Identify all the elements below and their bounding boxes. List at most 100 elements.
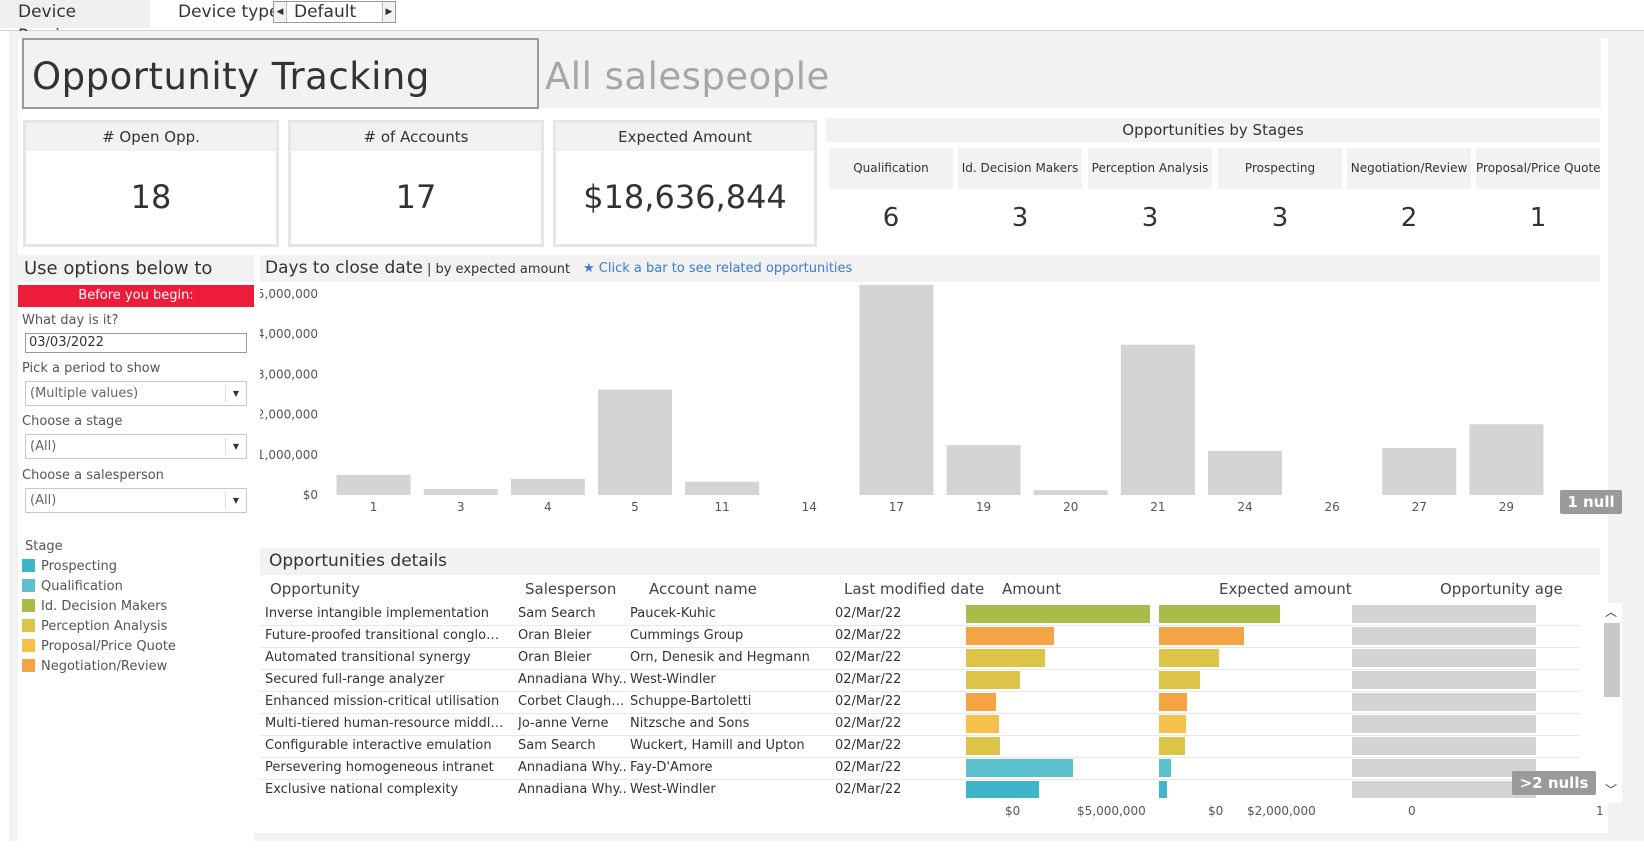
arrow-left-icon[interactable]: ◀ <box>274 2 287 22</box>
stage-id-decision-makers[interactable]: Id. Decision Makers 3 <box>958 148 1082 248</box>
col-header-amount[interactable]: Amount <box>1002 580 1061 598</box>
stage-select[interactable]: (All) ▼ <box>25 434 247 459</box>
details-scrollbar[interactable]: ︿ ﹀ <box>1600 603 1622 803</box>
legend-item-prospecting[interactable]: Prospecting <box>22 559 117 575</box>
amount-bar[interactable] <box>966 737 1000 755</box>
amount-bar[interactable] <box>966 627 1054 645</box>
table-row[interactable]: Automated transitional synergy Oran Bleie… <box>260 647 1580 670</box>
amount-bar[interactable] <box>966 715 999 733</box>
bar-day-27[interactable] <box>1382 447 1457 495</box>
kpi-expected-amount: Expected Amount $18,636,844 <box>553 120 817 247</box>
bar-day-1[interactable] <box>336 474 411 495</box>
chevron-up-icon[interactable]: ︿ <box>1604 605 1617 619</box>
expected-amount-bar[interactable] <box>1159 605 1280 623</box>
date-input[interactable]: 03/03/2022 <box>25 333 247 353</box>
amount-axis-tick: $5,000,000 <box>1077 804 1146 818</box>
amount-bar[interactable] <box>966 693 996 711</box>
bar-day-21[interactable] <box>1120 344 1195 495</box>
amount-bar[interactable] <box>966 649 1045 667</box>
chevron-down-icon[interactable]: ▼ <box>225 492 246 509</box>
amount-bar[interactable] <box>966 781 1039 798</box>
chevron-down-icon[interactable]: ▼ <box>225 438 246 455</box>
bar-day-5[interactable] <box>598 389 672 495</box>
table-row[interactable]: Multi-tiered human-resource middleware Jo… <box>260 713 1580 736</box>
col-header-opportunity[interactable]: Opportunity <box>270 580 361 598</box>
table-row[interactable]: Inverse intangible implementation Sam Sea… <box>260 603 1580 626</box>
legend-item-proposal-price-quote[interactable]: Proposal/Price Quote <box>22 639 176 655</box>
age-axis-tick: 0 <box>1408 804 1416 818</box>
legend-item-id-decision-makers[interactable]: Id. Decision Makers <box>22 599 167 615</box>
null-badge[interactable]: 1 null <box>1560 490 1622 514</box>
chart-title-text: Days to close date <box>265 258 423 278</box>
table-row[interactable]: Future-proofed transitional conglomerat.… <box>260 625 1580 648</box>
expected-amount-bar[interactable] <box>1159 649 1219 667</box>
opportunity-age-bar[interactable] <box>1352 627 1536 645</box>
bar-day-4[interactable] <box>510 478 585 495</box>
expected-amount-bar[interactable] <box>1159 693 1187 711</box>
opportunity-age-bar[interactable] <box>1352 781 1536 798</box>
bar-day-29[interactable] <box>1469 424 1544 495</box>
cell-account: Nitzsche and Sons <box>630 716 750 731</box>
amount-bar[interactable] <box>966 671 1020 689</box>
x-tick-label: 5 <box>631 500 639 514</box>
table-row[interactable]: Configurable interactive emulation Sam Se… <box>260 735 1580 758</box>
amount-bar[interactable] <box>966 605 1150 623</box>
expected-amount-bar[interactable] <box>1159 627 1244 645</box>
legend-item-perception-analysis[interactable]: Perception Analysis <box>22 619 167 635</box>
legend-item-negotiation-review[interactable]: Negotiation/Review <box>22 659 167 675</box>
col-header-modified[interactable]: Last modified date <box>844 580 985 598</box>
legend-item-qualification[interactable]: Qualification <box>22 579 123 595</box>
bar-day-17[interactable] <box>859 284 934 495</box>
opportunity-age-bar[interactable] <box>1352 759 1536 777</box>
table-row[interactable]: Exclusive national complexity Annadiana W… <box>260 779 1580 798</box>
table-row[interactable]: Secured full-range analyzer Annadiana Why… <box>260 669 1580 692</box>
period-select[interactable]: (Multiple values) ▼ <box>25 381 247 406</box>
device-type-select[interactable]: ◀ Default ▶ <box>273 1 396 23</box>
tab-device-preview[interactable]: Device Preview <box>0 0 150 46</box>
chevron-down-icon[interactable]: ﹀ <box>1604 783 1617 797</box>
expected-amount-bar[interactable] <box>1159 781 1167 798</box>
cell-modified: 02/Mar/22 <box>835 606 902 621</box>
opportunity-age-bar[interactable] <box>1352 737 1536 755</box>
opportunity-age-bar[interactable] <box>1352 671 1536 689</box>
nulls-badge[interactable]: >2 nulls <box>1512 771 1596 795</box>
opportunity-age-bar[interactable] <box>1352 715 1536 733</box>
table-row[interactable]: Persevering homogeneous intranet Annadian… <box>260 757 1580 780</box>
arrow-right-icon[interactable]: ▶ <box>382 2 395 22</box>
stage-qualification[interactable]: Qualification 6 <box>829 148 953 248</box>
days-to-close-bar-chart: $0 $1,000,000 $2,000,000 $3,000,000 $4,000,0… <box>260 284 1544 514</box>
expected-amount-bar[interactable] <box>1159 715 1186 733</box>
bar-day-19[interactable] <box>946 445 1021 495</box>
expected-amount-bar[interactable] <box>1159 737 1185 755</box>
amount-bar[interactable] <box>966 759 1073 777</box>
expected-amount-bar[interactable] <box>1159 671 1200 689</box>
stage-proposal-price-quote[interactable]: Proposal/Price Quote 1 <box>1476 148 1600 248</box>
tab-device-type[interactable]: Device type <box>160 0 400 28</box>
salesperson-select[interactable]: (All) ▼ <box>25 488 247 513</box>
cell-opportunity: Inverse intangible implementation <box>265 606 490 621</box>
device-type-label: Device type <box>178 2 280 22</box>
bar-day-20[interactable] <box>1033 490 1108 495</box>
bar-day-24[interactable] <box>1208 450 1282 495</box>
stage-perception-analysis[interactable]: Perception Analysis 3 <box>1088 148 1212 248</box>
scrollbar-thumb[interactable] <box>1604 623 1620 697</box>
col-header-opportunity-age[interactable]: Opportunity age <box>1440 580 1563 598</box>
cell-opportunity: Exclusive national complexity <box>265 782 459 797</box>
cell-modified: 02/Mar/22 <box>835 694 902 709</box>
col-header-salesperson[interactable]: Salesperson <box>525 580 617 598</box>
opportunity-age-bar[interactable] <box>1352 693 1536 711</box>
title-box[interactable] <box>22 38 539 109</box>
stage-label: Negotiation/Review <box>1347 148 1471 189</box>
opportunity-age-bar[interactable] <box>1352 605 1536 623</box>
expected-amount-bar[interactable] <box>1159 759 1171 777</box>
bar-day-11[interactable] <box>685 481 760 495</box>
table-row[interactable]: Enhanced mission-critical utilisation Cor… <box>260 691 1580 714</box>
bar-day-3[interactable] <box>423 488 498 495</box>
col-header-expected-amount[interactable]: Expected amount <box>1219 580 1352 598</box>
stage-prospecting[interactable]: Prospecting 3 <box>1218 148 1342 248</box>
legend-swatch <box>22 579 35 592</box>
chevron-down-icon[interactable]: ▼ <box>225 385 246 402</box>
stage-negotiation-review[interactable]: Negotiation/Review 2 <box>1347 148 1471 248</box>
opportunity-age-bar[interactable] <box>1352 649 1536 667</box>
col-header-account[interactable]: Account name <box>649 580 757 598</box>
